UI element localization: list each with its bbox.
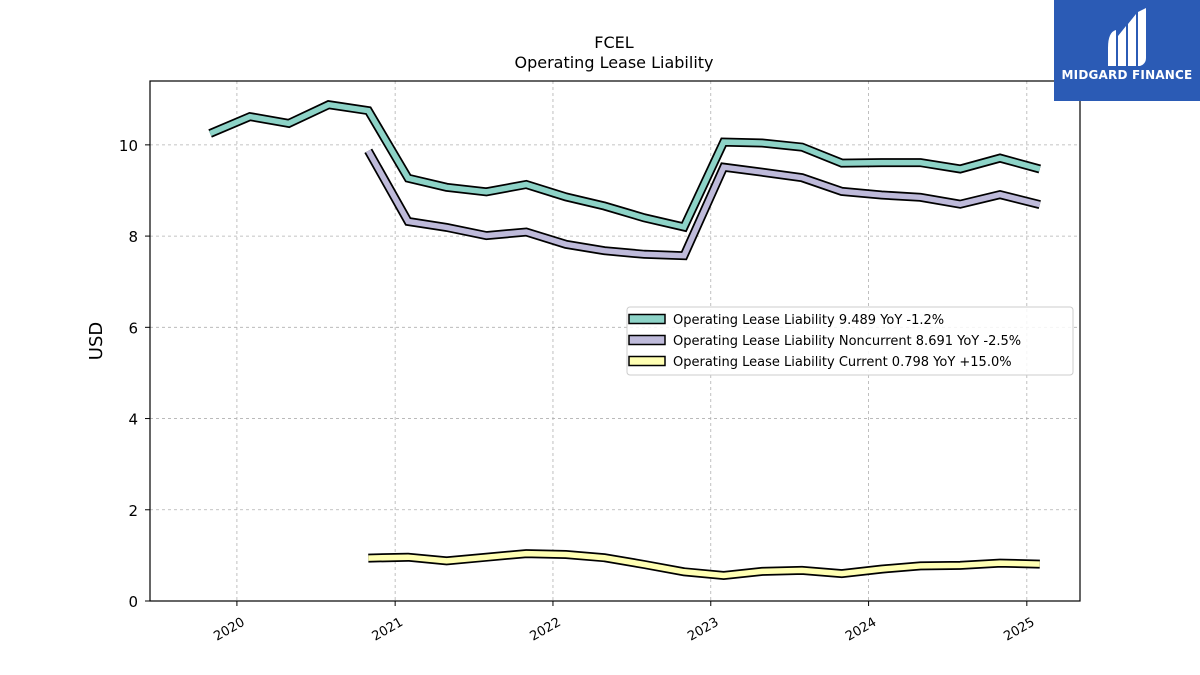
y-tick-label: 4: [128, 411, 138, 429]
brand-logo: MIDGARD FINANCE: [1054, 0, 1200, 101]
y-tick-label: 6: [128, 319, 138, 337]
y-tick-label: 10: [119, 137, 138, 155]
series-layer: [208, 100, 1041, 581]
y-tick-label: 0: [128, 593, 138, 611]
x-tick-label: 2023: [685, 615, 721, 645]
series-line-1: [209, 101, 1041, 231]
legend-swatch: [628, 313, 666, 325]
legend: Operating Lease Liability 9.489 YoY -1.2…: [626, 306, 1074, 376]
series-line-3: [368, 550, 1040, 579]
x-tick-label: 2021: [370, 615, 406, 645]
x-tick-label: 2020: [211, 615, 247, 645]
legend-entry-label: Operating Lease Liability Noncurrent 8.6…: [673, 334, 1021, 349]
x-tick-label: 2025: [1001, 615, 1037, 645]
x-tick-label: 2022: [527, 615, 563, 645]
y-axis-label: USD: [86, 322, 107, 360]
legend-swatch: [628, 355, 666, 367]
y-tick-label: 8: [128, 228, 138, 246]
legend-box: [626, 306, 1074, 376]
legend-entry-label: Operating Lease Liability Current 0.798 …: [673, 355, 1012, 370]
y-tick-label: 2: [128, 502, 138, 520]
midgard-logo-icon: [1108, 8, 1146, 66]
logo-text: MIDGARD FINANCE: [1061, 68, 1193, 82]
chart-title: FCEL: [594, 33, 633, 52]
series-line-outline-1: [208, 100, 1041, 233]
x-tick-label: 2024: [843, 615, 879, 645]
plot-frame: [149, 80, 1081, 602]
chart-subtitle: Operating Lease Liability: [514, 53, 713, 72]
legend-swatch: [628, 334, 666, 346]
legend-entry-label: Operating Lease Liability 9.489 YoY -1.2…: [673, 313, 944, 328]
series-line-2: [365, 149, 1041, 259]
